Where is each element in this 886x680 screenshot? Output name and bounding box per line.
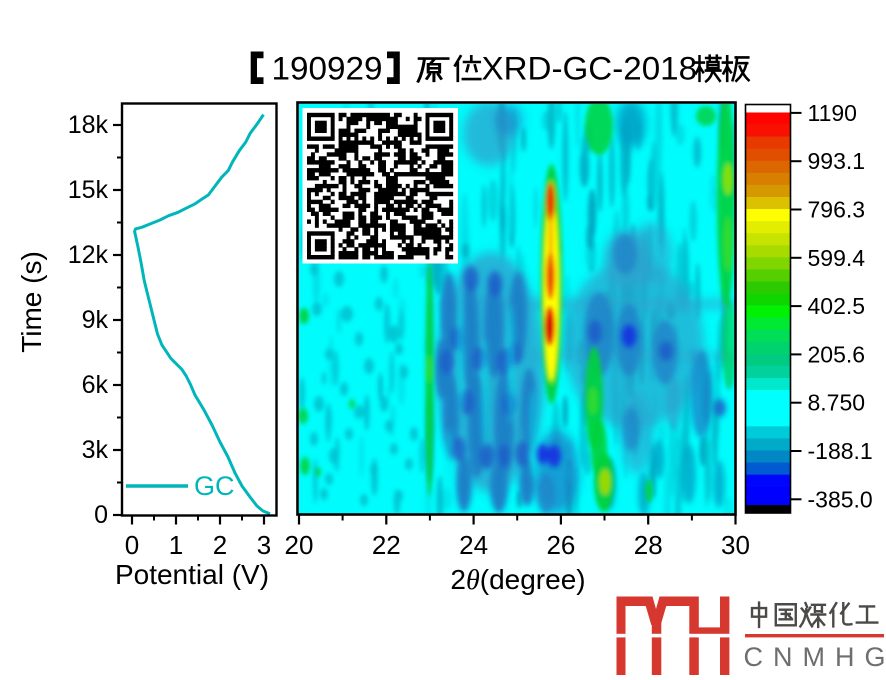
svg-text:20: 20 (285, 530, 314, 560)
svg-text:993.1: 993.1 (808, 148, 866, 174)
svg-text:12k: 12k (68, 241, 109, 269)
svg-text:22: 22 (372, 530, 401, 560)
svg-text:205.6: 205.6 (808, 341, 866, 367)
svg-text:402.5: 402.5 (808, 293, 866, 319)
svg-text:1: 1 (169, 530, 183, 560)
svg-text:0: 0 (94, 501, 108, 529)
svg-text:6k: 6k (82, 371, 109, 399)
svg-text:-188.1: -188.1 (808, 438, 873, 464)
svg-text:CNMHG: CNMHG (744, 642, 886, 672)
svg-text:3k: 3k (82, 436, 109, 464)
svg-text:GC: GC (194, 471, 235, 501)
svg-text:Potential (V): Potential (V) (115, 559, 269, 590)
svg-text:Time (s): Time (s) (16, 251, 47, 353)
svg-text:8.750: 8.750 (808, 390, 866, 416)
svg-text:30: 30 (721, 530, 750, 560)
svg-text:18k: 18k (68, 111, 109, 139)
svg-text:9k: 9k (82, 306, 109, 334)
svg-text:28: 28 (634, 530, 663, 560)
svg-text:26: 26 (546, 530, 575, 560)
svg-text:2θ(degree): 2θ(degree) (450, 564, 585, 596)
svg-text:190929: 190929 (272, 51, 383, 87)
svg-text:2: 2 (213, 530, 227, 560)
svg-text:15k: 15k (68, 176, 109, 204)
svg-text:24: 24 (459, 530, 488, 560)
svg-text:0: 0 (125, 530, 139, 560)
svg-text:796.3: 796.3 (808, 197, 866, 223)
svg-text:XRD-GC-2018: XRD-GC-2018 (482, 51, 698, 87)
svg-text:3: 3 (257, 530, 271, 560)
svg-text:-385.0: -385.0 (808, 486, 873, 512)
svg-text:1190: 1190 (808, 100, 857, 126)
svg-text:599.4: 599.4 (808, 245, 866, 271)
